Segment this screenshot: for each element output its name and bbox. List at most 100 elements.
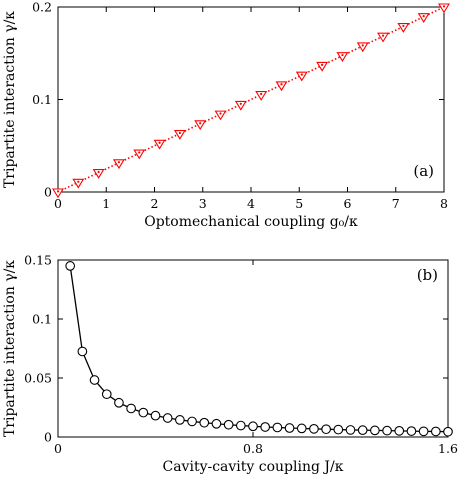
data-point-dot [158,141,161,144]
data-point [214,110,227,121]
data-point-dot [138,151,141,154]
data-point [199,417,210,428]
panel-label: (b) [417,266,438,284]
data-point [92,169,105,179]
data-point [187,416,197,427]
data-point [101,389,112,400]
data-point [133,149,146,160]
data-point [52,188,64,199]
data-point-dot [300,73,303,76]
data-point [65,261,76,271]
y-tick-label: 0.1 [32,92,52,107]
data-point [114,397,124,408]
x-tick-label: 8 [440,196,448,211]
data-point [126,403,136,414]
data-point [223,419,234,430]
data-point-dot [56,190,60,193]
x-axis-label: Optomechanical coupling g₀/κ [144,214,358,230]
y-tick-label: 0.05 [24,371,52,386]
data-point [284,423,295,433]
panel-label: (a) [413,162,434,180]
x-tick-label: 6 [344,196,352,211]
data-point [336,52,349,62]
data-point [194,120,207,131]
data-point-dot [402,24,405,28]
data-point [272,422,283,433]
data-point-dot [199,122,202,125]
data-point [316,61,329,72]
x-tick-label: 7 [392,196,400,211]
data-point-dot [97,170,100,174]
data-point [77,346,88,357]
data-point-dot [280,83,283,86]
data-point-dot [117,161,121,164]
x-tick-label: 5 [295,196,303,211]
x-tick-label: 0 [54,196,62,211]
data-point-dot [239,102,242,105]
y-tick-label: 0 [44,430,52,445]
y-tick-label: 0.2 [32,0,52,15]
data-point [443,426,453,437]
data-point-dot [341,53,344,57]
data-point [173,129,186,140]
data-point-dot [361,44,364,47]
data-point [89,375,100,385]
data-point [356,42,369,53]
x-tick-label: 2 [151,196,159,211]
data-point [260,422,271,432]
data-point [235,420,246,431]
data-point [138,407,149,418]
data-point-dot [219,112,222,115]
data-point-dot [442,5,446,8]
data-point [296,423,307,434]
y-tick-label: 0.15 [24,253,52,268]
data-point [418,426,429,437]
data-point [382,425,392,436]
data-point [211,418,222,429]
data-point [72,178,85,189]
data-point [175,415,185,425]
data-point [397,22,410,33]
x-axis-label: Cavity-cavity coupling J/κ [163,459,344,475]
data-point [309,424,319,434]
plot-frame [57,259,449,438]
data-point [150,410,161,421]
data-point [430,426,441,437]
data-point [357,425,368,436]
data-point [275,81,288,92]
data-point [248,421,258,432]
x-tick-label: 4 [247,196,255,211]
data-point [321,424,331,435]
data-point [112,159,125,170]
x-tick-label: 0.8 [243,441,263,456]
data-point [370,425,380,436]
data-point [417,13,430,24]
panel-a: 0 1 2 3 4 5 6 7 8 0 0.1 0.2 Optomechanical coupling … [2,0,450,230]
x-tick-label: 3 [199,196,207,211]
y-axis-label: Tripartite interaction γ/κ [2,260,18,437]
panel-b: 0 0.8 1.6 0 0.05 0.1 0.15 Cavity-cavity couplin… [2,253,458,476]
data-point-dot [260,92,263,96]
data-point [345,425,356,435]
data-point-dot [77,180,80,183]
data-point-dot [381,34,385,37]
y-tick-label: 0.1 [32,312,52,327]
data-point [394,426,405,436]
data-point [333,424,344,435]
x-tick-label: 1 [102,196,110,211]
data-point-dot [422,15,425,18]
data-point [234,100,247,111]
data-point [255,91,268,101]
data-point [162,413,173,423]
x-tick-label: 1.6 [438,441,458,456]
data-point [406,426,417,436]
data-point [295,71,308,82]
data-point [438,3,450,14]
data-point-dot [321,63,324,66]
y-tick-label: 0 [44,185,52,200]
data-point-dot [178,131,181,135]
y-axis-label: Tripartite interaction γ/κ [2,11,18,188]
data-point [153,139,166,150]
x-tick-label: 0 [54,441,62,456]
